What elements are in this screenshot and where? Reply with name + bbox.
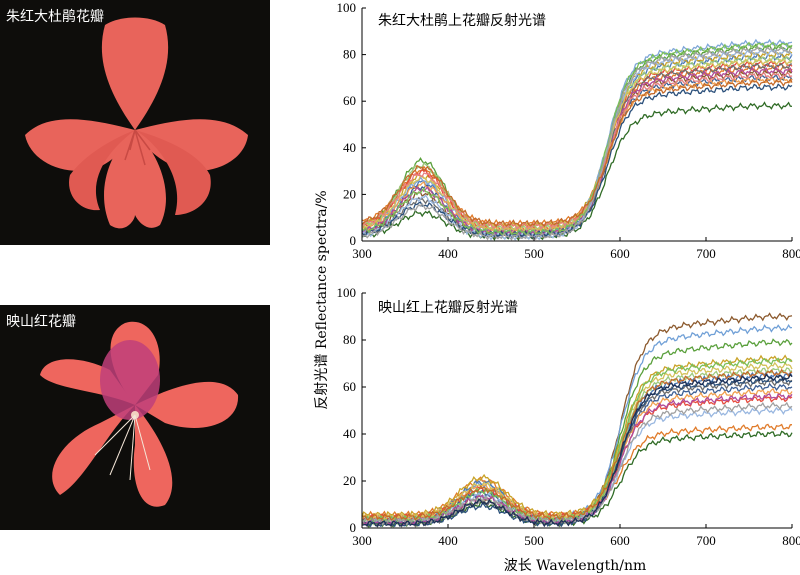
spectrum-line-0-12 <box>361 66 793 236</box>
flower-illustration-2 <box>40 321 239 507</box>
petal <box>25 119 135 171</box>
petal <box>104 130 166 229</box>
spectrum-line-1-17 <box>361 401 793 526</box>
stamen <box>134 129 151 151</box>
spectrum-line-1-8 <box>361 394 793 522</box>
spectrum-line-1-15 <box>361 393 793 526</box>
spectrum-line-1-12 <box>361 405 793 524</box>
petal <box>52 405 136 495</box>
y-tick-label: 80 <box>343 332 356 347</box>
spectrum-line-0-1 <box>361 101 793 241</box>
x-axis-label: 波长 Wavelength/nm <box>504 558 647 574</box>
chart-title: 朱红大杜鹃上花瓣反射光谱 <box>378 12 546 29</box>
petal-blotch <box>100 340 160 420</box>
spectrum-line-1-18 <box>361 368 793 521</box>
spectrum-line-0-10 <box>361 76 793 235</box>
y-axis-label: 反射光谱 Reflectance spectra/% <box>314 190 330 409</box>
x-tick-label: 500 <box>524 533 544 548</box>
y-tick-label: 20 <box>343 473 356 488</box>
x-tick-label: 300 <box>352 246 372 261</box>
stamen <box>134 129 146 166</box>
stamen <box>134 414 151 471</box>
x-tick-label: 500 <box>524 246 544 261</box>
photo-label-2: 映山红花瓣 <box>6 314 76 330</box>
chart-rhododendron: 300 400 500 600 700 800 0 20 40 60 80 100 朱红大杜鹃上花瓣反射… <box>337 0 800 261</box>
stamen <box>94 414 136 456</box>
y-tick-label: 40 <box>343 426 356 441</box>
spectrum-line-1-7 <box>361 382 793 526</box>
petal <box>135 381 239 428</box>
spectrum-line-1-19 <box>361 373 793 528</box>
spectrum-line-0-18 <box>361 45 793 241</box>
y-tick-label: 20 <box>343 186 356 201</box>
flower-illustration-1 <box>25 17 248 229</box>
y-tick-label: 80 <box>343 47 356 62</box>
spectrum-line-0-13 <box>361 47 793 241</box>
x-tick-label: 300 <box>352 533 372 548</box>
y-tick-label: 60 <box>343 379 356 394</box>
x-tick-label: 400 <box>438 246 458 261</box>
petal <box>101 17 169 130</box>
x-tick-label: 600 <box>610 246 630 261</box>
spectrum-line-1-1 <box>361 323 793 521</box>
stamen <box>129 414 136 481</box>
photo-rhododendron: 朱红大杜鹃花瓣 <box>0 0 270 245</box>
spectrum-line-1-16 <box>361 357 793 524</box>
chart-title: 映山红上花瓣反射光谱 <box>378 300 518 316</box>
stamen <box>109 414 136 476</box>
spectrum-line-0-19 <box>361 78 793 228</box>
x-tick-label: 700 <box>696 533 716 548</box>
y-tick-label: 100 <box>337 285 357 300</box>
petal <box>135 130 211 215</box>
photo-azalea: 映山红花瓣 <box>0 305 270 530</box>
spectrum-line-0-0 <box>361 43 793 234</box>
y-tick-label: 60 <box>343 93 356 108</box>
spectrum-line-1-10 <box>361 387 793 522</box>
y-tick-label: 0 <box>350 233 357 248</box>
x-tick-label: 800 <box>782 533 800 548</box>
y-tick-label: 100 <box>337 0 357 15</box>
petal <box>69 130 135 211</box>
x-tick-label: 600 <box>610 533 630 548</box>
spectrum-line-1-4 <box>361 423 793 520</box>
chart-azalea: 300 400 500 600 700 800 0 20 40 60 80 100 映山红上花瓣反射光谱 <box>337 285 800 548</box>
x-tick-label: 800 <box>782 246 800 261</box>
spectrum-line-0-17 <box>361 41 793 236</box>
y-tick-label: 40 <box>343 140 356 155</box>
x-tick-label: 400 <box>438 533 458 548</box>
y-tick-label: 0 <box>350 520 357 535</box>
spectrum-line-0-5 <box>361 74 793 236</box>
spectrum-line-0-3 <box>361 52 793 239</box>
petal <box>133 405 173 507</box>
x-tick-label: 700 <box>696 246 716 261</box>
photo-label-1: 朱红大杜鹃花瓣 <box>6 9 104 25</box>
stamen <box>129 129 136 151</box>
petal <box>135 119 248 171</box>
